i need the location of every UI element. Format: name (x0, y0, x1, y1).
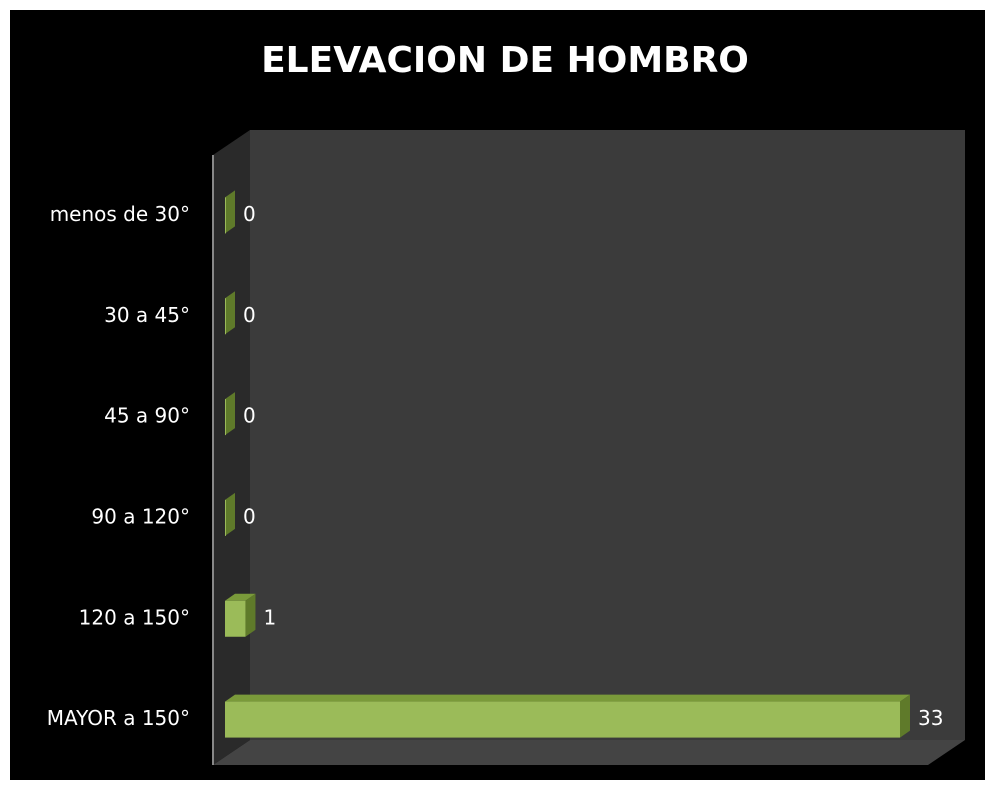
data-label: 1 (263, 605, 276, 629)
bar-front (225, 701, 900, 738)
data-label: 0 (243, 504, 256, 528)
bar (225, 190, 235, 234)
bar (225, 492, 235, 536)
y-tick-label: menos de 30° (50, 202, 190, 226)
floor (213, 740, 965, 765)
bar-top (225, 593, 256, 601)
bar-front (225, 399, 226, 436)
y-tick-label: 120 a 150° (79, 605, 190, 629)
bar-side (245, 593, 256, 637)
bar-side (225, 492, 235, 536)
data-label: 0 (243, 202, 256, 226)
y-tick-label: 90 a 120° (91, 504, 190, 528)
bar-front (225, 298, 226, 335)
bar-side (225, 291, 235, 335)
bar-side (225, 190, 235, 234)
bar-front (225, 499, 226, 536)
bar (225, 392, 235, 436)
bar-side (225, 392, 235, 436)
bar-front (225, 197, 226, 234)
y-tick-label: MAYOR a 150° (47, 706, 190, 730)
data-label: 0 (243, 404, 256, 428)
bar-front (225, 600, 246, 637)
bar (225, 593, 256, 637)
back-wall (250, 130, 965, 740)
y-tick-label: 45 a 90° (104, 404, 190, 428)
data-label: 33 (918, 706, 943, 730)
chart-title: ELEVACION DE HOMBRO (261, 40, 749, 81)
bar-top (225, 694, 910, 702)
bar-side (900, 694, 910, 738)
data-label: 0 (243, 303, 256, 327)
bar (225, 694, 910, 738)
y-tick-label: 30 a 45° (104, 303, 190, 327)
bar (225, 291, 235, 335)
